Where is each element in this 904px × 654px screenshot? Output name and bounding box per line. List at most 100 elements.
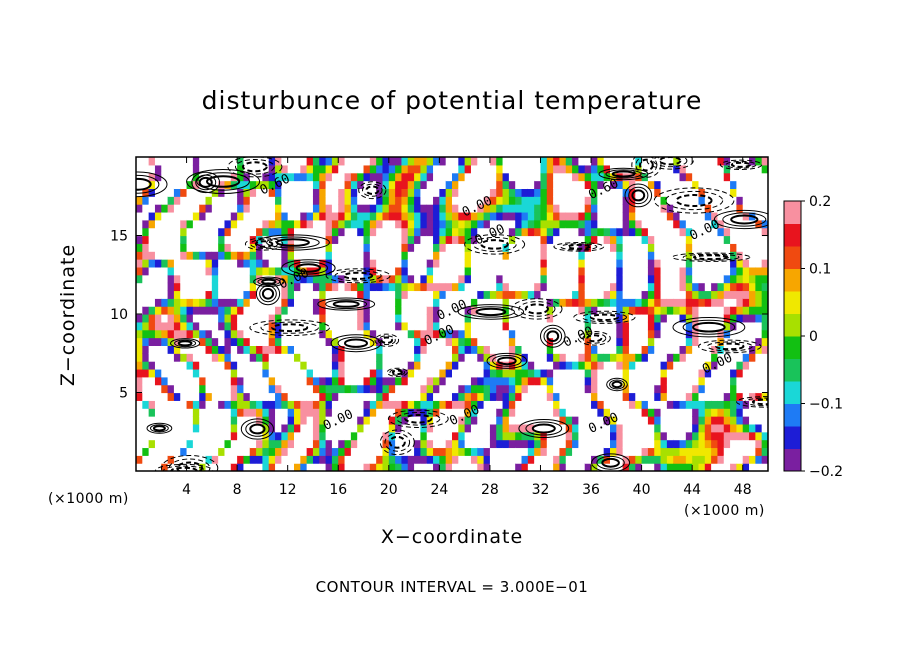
heatmap-cell bbox=[148, 337, 156, 346]
heatmap-cell bbox=[673, 455, 681, 464]
heatmap-cell bbox=[167, 259, 175, 268]
heatmap-cell bbox=[685, 157, 693, 166]
heatmap-cell bbox=[445, 353, 453, 362]
x-unit-label-left: (×1000 m) bbox=[48, 491, 129, 507]
heatmap-cell bbox=[148, 314, 156, 323]
heatmap-cell bbox=[704, 290, 712, 299]
heatmap-cell bbox=[426, 376, 434, 386]
heatmap-cell bbox=[180, 211, 188, 221]
heatmap-cell bbox=[584, 188, 592, 197]
heatmap-cell bbox=[761, 431, 768, 441]
heatmap-cell bbox=[616, 219, 624, 229]
heatmap-cell bbox=[249, 439, 257, 449]
heatmap-cell bbox=[685, 172, 693, 182]
heatmap-cell bbox=[559, 251, 567, 260]
heatmap-cell bbox=[464, 337, 472, 346]
heatmap-cell bbox=[477, 314, 485, 323]
heatmap-cell bbox=[515, 321, 523, 331]
heatmap-cell bbox=[363, 306, 371, 315]
heatmap-cell bbox=[388, 361, 396, 370]
heatmap-cell bbox=[262, 455, 270, 464]
heatmap-cell bbox=[527, 172, 535, 182]
contour-lines bbox=[136, 157, 768, 471]
heatmap-cell bbox=[584, 227, 592, 237]
x-tick-label: 16 bbox=[329, 482, 347, 498]
heatmap-cell bbox=[578, 463, 586, 471]
heatmap-cell bbox=[742, 243, 750, 252]
heatmap-cell bbox=[527, 361, 535, 370]
heatmap-cell bbox=[489, 188, 497, 197]
heatmap-cell bbox=[622, 463, 630, 471]
heatmap-cell bbox=[489, 314, 497, 323]
heatmap-cell bbox=[660, 243, 668, 252]
heatmap-cell bbox=[136, 251, 143, 260]
heatmap-cell bbox=[268, 337, 276, 346]
colorbar-tick-label: 0 bbox=[809, 329, 818, 345]
heatmap-cell bbox=[553, 259, 561, 268]
heatmap-cell bbox=[180, 188, 188, 197]
heatmap-cell bbox=[711, 353, 719, 362]
heatmap-cell bbox=[698, 423, 706, 433]
heatmap-cell bbox=[717, 416, 725, 425]
heatmap-cell bbox=[622, 251, 630, 260]
heatmap-cell bbox=[192, 243, 200, 252]
heatmap-cell bbox=[312, 337, 320, 346]
heatmap-cell bbox=[306, 384, 314, 394]
heatmap-cell bbox=[553, 196, 561, 205]
heatmap-cell bbox=[736, 329, 744, 339]
heatmap-cell bbox=[692, 219, 700, 229]
heatmap-cell bbox=[287, 180, 295, 189]
heatmap-cell bbox=[287, 416, 295, 425]
heatmap-cell bbox=[553, 337, 561, 346]
contour-line bbox=[235, 159, 275, 175]
heatmap-cell bbox=[199, 259, 207, 268]
heatmap-cell bbox=[635, 274, 643, 284]
heatmap-cell bbox=[628, 219, 636, 229]
heatmap-cell bbox=[186, 376, 194, 386]
heatmap-cell bbox=[136, 337, 143, 346]
heatmap-cell bbox=[755, 306, 763, 315]
heatmap-cell bbox=[685, 447, 693, 456]
heatmap-cell bbox=[167, 204, 175, 213]
heatmap-cell bbox=[312, 361, 320, 370]
heatmap-cell bbox=[749, 431, 756, 441]
heatmap-cell bbox=[489, 345, 497, 354]
heatmap-cell bbox=[458, 235, 466, 244]
heatmap-cell bbox=[407, 243, 415, 252]
heatmap-cell bbox=[249, 251, 257, 260]
heatmap-cell bbox=[489, 361, 497, 370]
heatmap-cell bbox=[414, 314, 421, 323]
heatmap-cell bbox=[660, 259, 668, 268]
heatmap-cell bbox=[230, 243, 238, 252]
heatmap-cell bbox=[382, 157, 390, 166]
heatmap-cell bbox=[647, 251, 655, 260]
heatmap-cell bbox=[199, 384, 207, 394]
heatmap-cell bbox=[622, 431, 630, 441]
heatmap-cell bbox=[180, 329, 188, 339]
heatmap-cell bbox=[565, 376, 573, 386]
heatmap-cell bbox=[553, 353, 561, 362]
heatmap-cell bbox=[300, 423, 308, 433]
heatmap-cell bbox=[578, 392, 586, 401]
heatmap-cell bbox=[167, 306, 175, 315]
heatmap-cell bbox=[610, 345, 617, 354]
heatmap-cell bbox=[439, 282, 447, 292]
heatmap-cell bbox=[344, 282, 352, 292]
heatmap-cell bbox=[199, 172, 207, 182]
heatmap-cell bbox=[369, 314, 377, 323]
heatmap-cell bbox=[685, 298, 693, 307]
heatmap-cell bbox=[755, 439, 763, 449]
heatmap-cell bbox=[369, 188, 377, 197]
heatmap-cell bbox=[616, 321, 624, 331]
heatmap-cell bbox=[376, 400, 384, 409]
heatmap-cell bbox=[546, 329, 554, 339]
heatmap-cell bbox=[218, 455, 226, 464]
heatmap-cell bbox=[426, 290, 434, 299]
heatmap-cell bbox=[685, 180, 693, 189]
heatmap-cell bbox=[173, 431, 181, 441]
heatmap-cell bbox=[338, 384, 346, 394]
heatmap-cell bbox=[275, 259, 282, 268]
heatmap-cell bbox=[306, 290, 314, 299]
heatmap-cell bbox=[489, 282, 497, 292]
heatmap-cell bbox=[192, 337, 200, 346]
